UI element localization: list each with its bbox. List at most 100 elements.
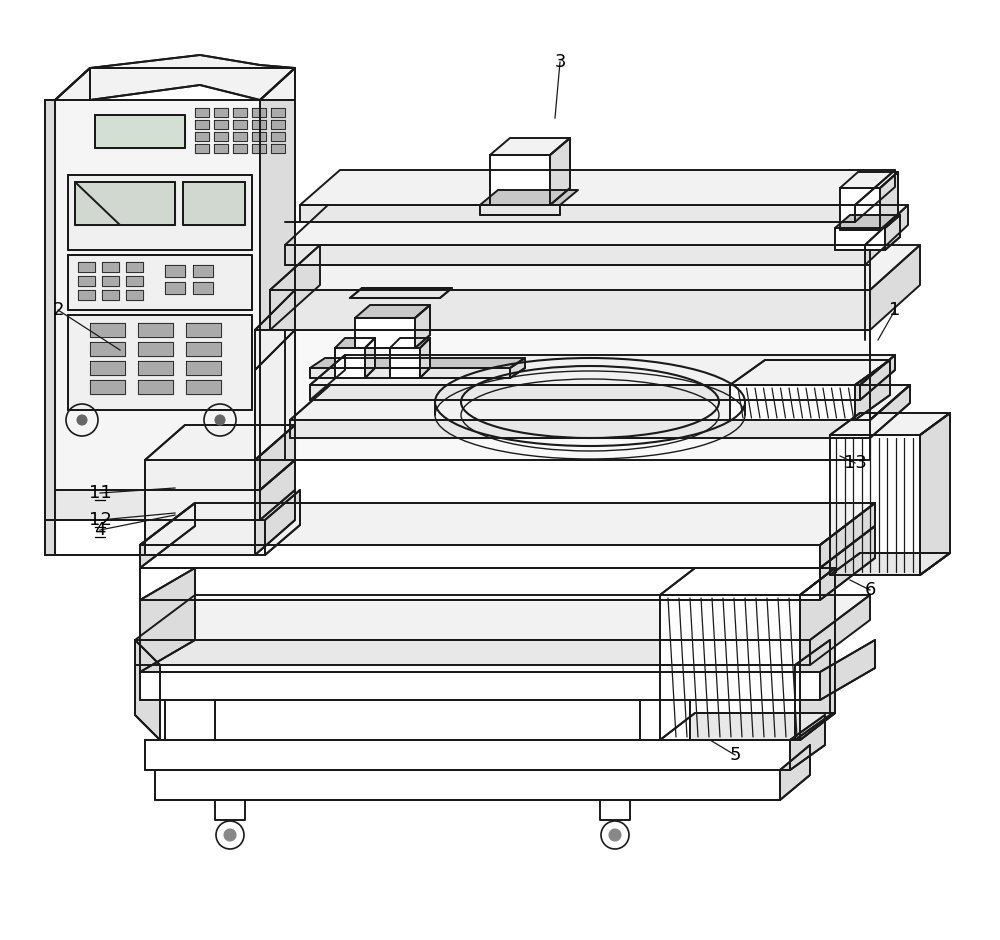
Polygon shape [390, 348, 420, 378]
Polygon shape [186, 342, 221, 356]
Polygon shape [138, 323, 173, 337]
Polygon shape [255, 290, 295, 370]
Polygon shape [140, 672, 820, 700]
Polygon shape [90, 361, 125, 375]
Polygon shape [195, 108, 209, 117]
Polygon shape [195, 120, 209, 129]
Polygon shape [145, 460, 255, 555]
Polygon shape [790, 715, 825, 770]
Polygon shape [271, 108, 285, 117]
Polygon shape [195, 132, 209, 141]
Polygon shape [855, 360, 890, 420]
Polygon shape [68, 175, 252, 250]
Polygon shape [290, 420, 870, 438]
Polygon shape [214, 144, 228, 153]
Polygon shape [285, 245, 865, 265]
Polygon shape [310, 358, 525, 368]
Polygon shape [252, 108, 266, 117]
Polygon shape [270, 245, 920, 290]
Polygon shape [55, 100, 260, 490]
Polygon shape [310, 355, 895, 385]
Polygon shape [186, 323, 221, 337]
Polygon shape [90, 342, 125, 356]
Polygon shape [45, 100, 55, 555]
Polygon shape [90, 68, 295, 100]
Polygon shape [135, 640, 160, 740]
Polygon shape [95, 115, 185, 148]
Polygon shape [490, 155, 550, 205]
Polygon shape [480, 205, 560, 215]
Polygon shape [260, 68, 295, 490]
Polygon shape [335, 338, 375, 348]
Polygon shape [193, 265, 213, 277]
Polygon shape [102, 290, 119, 300]
Polygon shape [820, 503, 875, 568]
Text: 2: 2 [52, 301, 64, 319]
Polygon shape [126, 290, 143, 300]
Polygon shape [285, 330, 870, 460]
Polygon shape [102, 276, 119, 286]
Polygon shape [252, 144, 266, 153]
Polygon shape [138, 361, 173, 375]
Polygon shape [140, 568, 195, 672]
Polygon shape [45, 520, 265, 555]
Polygon shape [835, 228, 885, 250]
Polygon shape [214, 120, 228, 129]
Circle shape [609, 829, 621, 841]
Polygon shape [233, 120, 247, 129]
Polygon shape [270, 245, 320, 330]
Polygon shape [78, 276, 95, 286]
Polygon shape [145, 425, 295, 460]
Polygon shape [214, 108, 228, 117]
Polygon shape [840, 188, 880, 230]
Polygon shape [165, 700, 215, 740]
Text: 1: 1 [889, 301, 901, 319]
Polygon shape [285, 205, 908, 245]
Polygon shape [795, 640, 830, 740]
Polygon shape [365, 338, 375, 378]
Polygon shape [195, 144, 209, 153]
Polygon shape [415, 305, 430, 348]
Polygon shape [75, 182, 175, 225]
Text: 6: 6 [864, 581, 876, 599]
Text: 3: 3 [554, 53, 566, 71]
Polygon shape [780, 745, 810, 800]
Polygon shape [820, 640, 875, 700]
Polygon shape [885, 215, 900, 250]
Polygon shape [300, 205, 855, 222]
Polygon shape [165, 265, 185, 277]
Polygon shape [490, 138, 570, 155]
Polygon shape [860, 355, 895, 400]
Polygon shape [865, 205, 908, 265]
Polygon shape [660, 595, 800, 740]
Polygon shape [310, 385, 860, 400]
Polygon shape [90, 323, 125, 337]
Polygon shape [55, 68, 295, 100]
Circle shape [77, 415, 87, 425]
Polygon shape [233, 132, 247, 141]
Polygon shape [300, 170, 895, 205]
Text: 12: 12 [89, 511, 111, 529]
Polygon shape [835, 215, 900, 228]
Polygon shape [820, 526, 875, 600]
Polygon shape [350, 288, 452, 298]
Polygon shape [830, 553, 950, 575]
Polygon shape [730, 385, 855, 420]
Polygon shape [310, 368, 510, 378]
Polygon shape [870, 245, 920, 330]
Text: 5: 5 [729, 746, 741, 764]
Polygon shape [135, 595, 870, 640]
Polygon shape [260, 460, 295, 520]
Polygon shape [800, 568, 835, 740]
Polygon shape [138, 380, 173, 394]
Polygon shape [126, 276, 143, 286]
Text: 13: 13 [844, 454, 866, 472]
Polygon shape [510, 358, 525, 378]
Polygon shape [233, 108, 247, 117]
Polygon shape [830, 413, 950, 435]
Polygon shape [252, 120, 266, 129]
Text: 11: 11 [89, 484, 111, 502]
Polygon shape [126, 262, 143, 272]
Polygon shape [160, 665, 795, 740]
Polygon shape [183, 182, 245, 225]
